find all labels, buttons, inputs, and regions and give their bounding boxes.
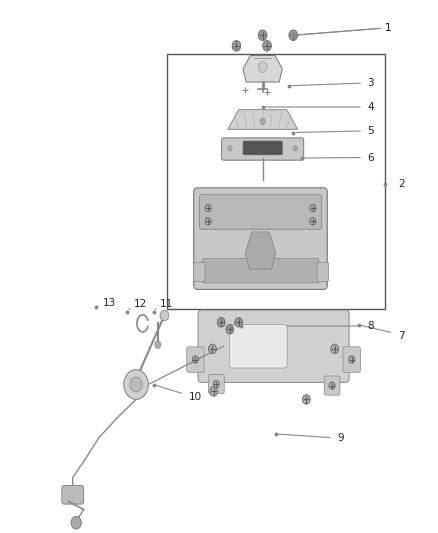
Polygon shape (245, 232, 276, 269)
Circle shape (210, 386, 218, 396)
Circle shape (192, 356, 198, 364)
FancyBboxPatch shape (222, 138, 304, 160)
Circle shape (124, 369, 148, 399)
Circle shape (160, 310, 169, 321)
Circle shape (258, 62, 267, 72)
FancyBboxPatch shape (187, 347, 204, 372)
Circle shape (213, 380, 219, 387)
Circle shape (130, 377, 142, 392)
FancyBboxPatch shape (62, 486, 84, 504)
FancyBboxPatch shape (194, 188, 327, 289)
Circle shape (217, 318, 225, 327)
Text: 11: 11 (160, 298, 173, 309)
Text: 7: 7 (398, 330, 405, 341)
FancyBboxPatch shape (317, 262, 328, 281)
Polygon shape (243, 55, 283, 82)
Circle shape (331, 344, 339, 354)
FancyBboxPatch shape (202, 259, 319, 283)
Circle shape (349, 356, 355, 364)
FancyBboxPatch shape (243, 141, 283, 155)
Circle shape (263, 41, 272, 51)
FancyBboxPatch shape (343, 347, 360, 372)
Circle shape (302, 394, 310, 404)
Circle shape (205, 204, 211, 212)
FancyBboxPatch shape (230, 325, 287, 368)
Circle shape (258, 30, 267, 41)
Text: 6: 6 (367, 152, 374, 163)
Text: 1: 1 (385, 23, 392, 34)
Text: 13: 13 (103, 297, 117, 308)
FancyBboxPatch shape (198, 310, 349, 382)
Circle shape (310, 204, 316, 212)
Circle shape (235, 318, 243, 327)
Text: 10: 10 (188, 392, 201, 402)
Circle shape (260, 118, 265, 125)
FancyBboxPatch shape (208, 374, 224, 393)
Text: 1: 1 (385, 23, 392, 34)
Text: 3: 3 (367, 78, 374, 88)
Circle shape (232, 41, 241, 51)
Circle shape (293, 146, 297, 151)
Circle shape (208, 344, 216, 354)
Circle shape (71, 516, 81, 529)
Circle shape (205, 217, 211, 225)
Circle shape (155, 341, 161, 349)
FancyBboxPatch shape (199, 195, 321, 229)
FancyBboxPatch shape (194, 262, 205, 281)
Text: 12: 12 (134, 298, 147, 309)
Circle shape (289, 30, 297, 41)
Circle shape (228, 146, 232, 151)
Bar (166, 54, 385, 309)
Text: 8: 8 (367, 321, 374, 331)
Text: 9: 9 (337, 433, 343, 443)
FancyBboxPatch shape (324, 376, 340, 395)
Text: 2: 2 (398, 179, 405, 189)
Circle shape (329, 382, 335, 389)
Text: 4: 4 (367, 102, 374, 112)
Circle shape (226, 325, 234, 334)
Text: 5: 5 (367, 126, 374, 136)
Circle shape (310, 217, 316, 225)
Polygon shape (228, 110, 297, 130)
